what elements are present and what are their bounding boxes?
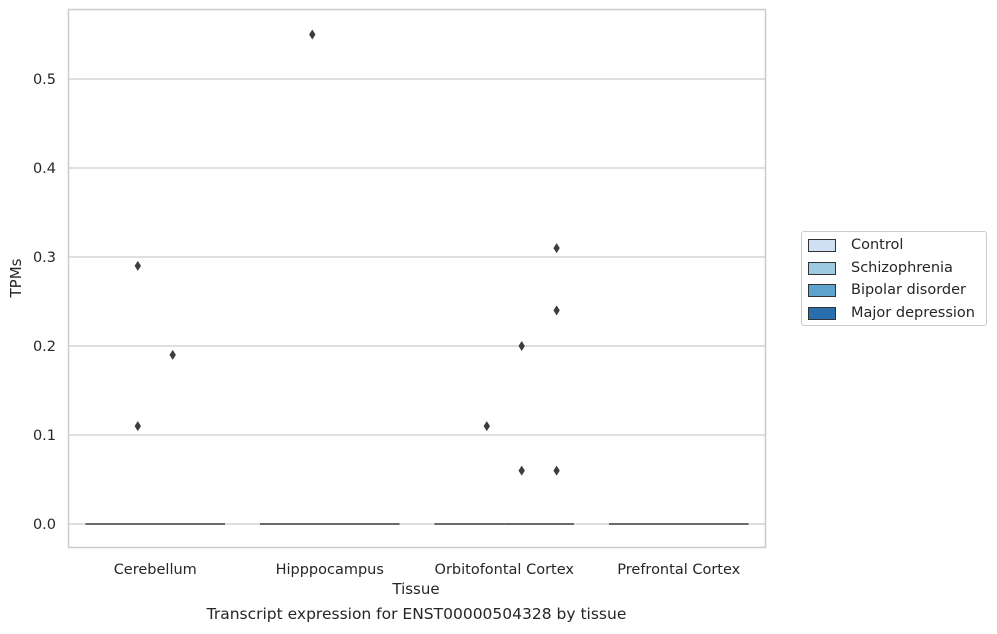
x-tick-label-prefrontal-cortex: Prefrontal Cortex: [617, 562, 740, 578]
x-tick-label-cerebellum: Cerebellum: [114, 562, 197, 578]
outlier-point-major-depression: [553, 305, 560, 316]
outlier-point-bipolar-disorder: [518, 465, 525, 476]
x-tick-label-orbitofontal-cortex: Orbitofontal Cortex: [435, 562, 575, 578]
legend-swatch-bipolar-disorder: [808, 283, 836, 297]
chart-caption: Transcript expression for ENST0000050432…: [206, 605, 627, 623]
y-axis-title: TPMs: [7, 258, 25, 298]
outlier-points: [134, 29, 560, 476]
plot-frame: [67, 8, 767, 549]
y-tick-label: 0.2: [33, 339, 56, 355]
legend-swatch-major-depression: [808, 306, 836, 320]
legend-swatch-control: [808, 238, 836, 252]
y-tick-label: 0.0: [33, 517, 56, 533]
legend-label-schizophrenia: Schizophrenia: [851, 260, 953, 276]
legend-label-control: Control: [851, 237, 904, 253]
outlier-point-bipolar-disorder: [518, 341, 525, 351]
outlier-point-major-depression: [553, 465, 560, 476]
outlier-point-bipolar-disorder: [169, 349, 176, 360]
y-tick-label: 0.5: [33, 72, 56, 88]
legend-item-bipolar-disorder: Bipolar disorder: [808, 280, 966, 300]
legend-item-major-depression: Major depression: [808, 303, 975, 323]
legend-label-major-depression: Major depression: [851, 305, 975, 321]
y-tick-label: 0.1: [33, 428, 56, 444]
x-tick-labels: Cerebellum Hipppocampus Orbitofontal Corte…: [114, 562, 741, 578]
y-tick-labels: 0.0 0.1 0.2 0.3 0.4 0.5: [33, 72, 56, 533]
outlier-point-schizophrenia: [483, 421, 490, 432]
gridlines: [68, 78, 766, 525]
legend-item-control: Control: [808, 235, 903, 255]
outlier-point-schizophrenia: [134, 260, 141, 271]
x-tick-label-hipppocampus: Hipppocampus: [276, 562, 384, 578]
legend-swatch-schizophrenia: [808, 261, 836, 275]
y-tick-label: 0.3: [33, 250, 56, 266]
legend: Control Schizophrenia Bipolar disorder M…: [801, 231, 987, 326]
legend-item-schizophrenia: Schizophrenia: [808, 258, 953, 278]
y-tick-label: 0.4: [33, 161, 56, 177]
outlier-point-schizophrenia: [309, 29, 316, 40]
legend-label-bipolar-disorder: Bipolar disorder: [851, 282, 966, 298]
outlier-point-schizophrenia: [134, 421, 141, 432]
outlier-point-major-depression: [553, 243, 560, 254]
x-axis-title: Tissue: [391, 580, 439, 598]
